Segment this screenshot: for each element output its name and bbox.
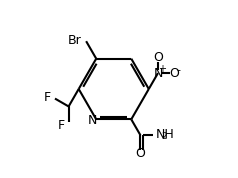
Text: N: N — [153, 67, 163, 80]
Text: O: O — [153, 51, 163, 64]
Text: F: F — [58, 119, 65, 132]
Text: F: F — [44, 91, 51, 104]
Text: +: + — [158, 64, 166, 74]
Text: NH: NH — [156, 128, 175, 141]
Text: 2: 2 — [162, 132, 167, 141]
Text: Br: Br — [68, 34, 82, 47]
Text: N: N — [88, 114, 97, 127]
Text: O: O — [169, 67, 179, 80]
Text: -: - — [176, 65, 180, 75]
Text: O: O — [135, 147, 145, 160]
